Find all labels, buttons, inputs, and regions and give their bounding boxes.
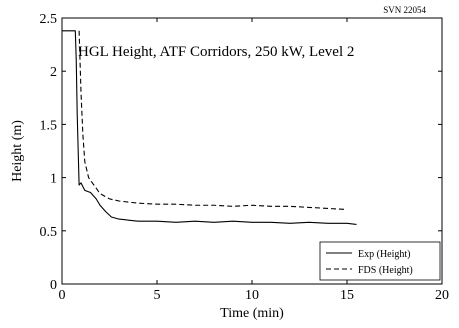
series-line-fds-height <box>78 30 348 211</box>
x-tick-label: 5 <box>154 288 161 303</box>
y-tick-label: 1 <box>50 172 57 187</box>
legend-box <box>319 241 441 281</box>
legend: Exp (Height) FDS (Height) <box>319 241 441 281</box>
x-tick-label: 15 <box>340 288 354 303</box>
y-tick-label: 1.5 <box>40 118 58 133</box>
x-tick-label: 10 <box>245 288 259 303</box>
y-tick-label: 0 <box>50 278 57 293</box>
axis-ticks: 0 5 10 15 20 0 0.5 1 1.5 2 2.5 <box>40 12 450 303</box>
y-tick-label: 2.5 <box>40 12 58 27</box>
x-tick-label: 20 <box>435 288 449 303</box>
chart-corner-label: SVN 22054 <box>383 5 426 15</box>
y-tick-label: 0.5 <box>40 225 58 240</box>
x-axis-label: Time (min) <box>220 306 284 321</box>
legend-label-exp: Exp (Height) <box>358 249 411 260</box>
y-axis-label: Height (m) <box>10 120 25 182</box>
x-tick-label: 0 <box>59 288 66 303</box>
series-layer <box>62 30 357 225</box>
series-line-exp-height <box>62 30 357 225</box>
y-tick-label: 2 <box>50 65 57 80</box>
chart-title: HGL Height, ATF Corridors, 250 kW, Level… <box>78 44 354 60</box>
legend-label-fds: FDS (Height) <box>358 265 413 276</box>
